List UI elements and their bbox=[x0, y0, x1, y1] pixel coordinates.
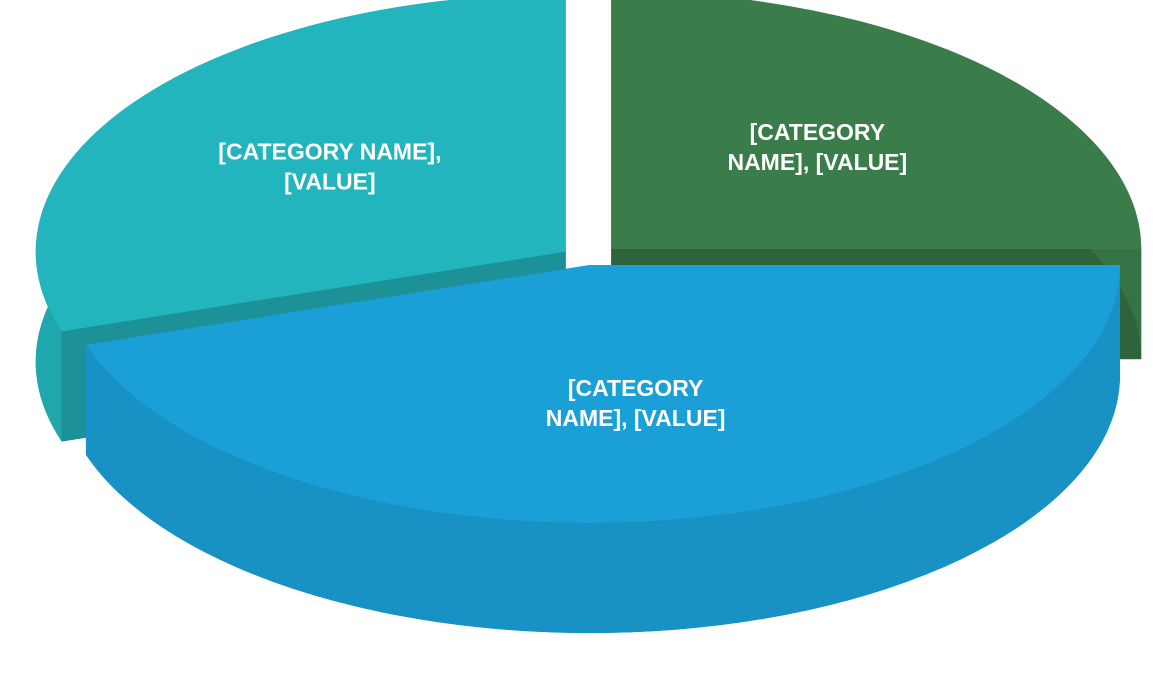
slice-top bbox=[611, 0, 1142, 250]
data-label: NAME], [VALUE] bbox=[727, 149, 907, 175]
slice-top bbox=[85, 265, 1120, 523]
data-label: [CATEGORY NAME], bbox=[218, 138, 441, 164]
data-label: NAME], [VALUE] bbox=[546, 405, 726, 431]
data-label: [VALUE] bbox=[284, 168, 376, 194]
data-label: [CATEGORY bbox=[568, 375, 703, 401]
slice-outer-wall bbox=[85, 265, 1120, 633]
slice-top bbox=[35, 0, 566, 332]
data-label: [CATEGORY bbox=[750, 119, 885, 145]
slice bbox=[85, 265, 1120, 633]
